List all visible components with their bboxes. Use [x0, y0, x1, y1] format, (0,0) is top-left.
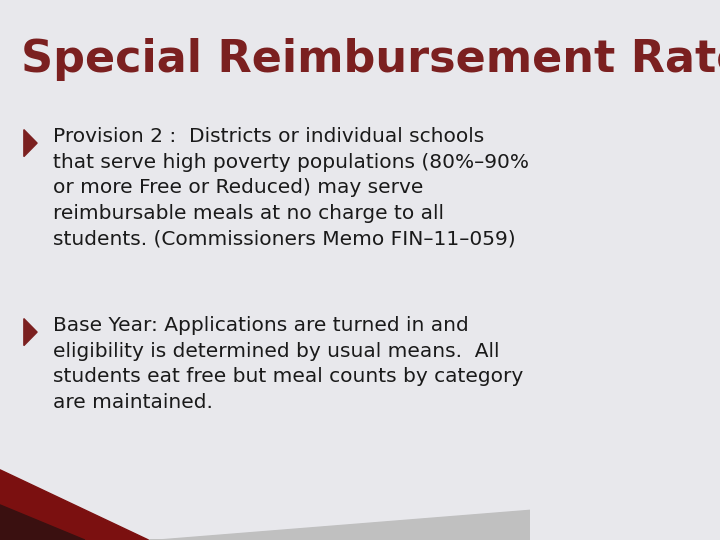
Text: Special Reimbursement Rate: Special Reimbursement Rate	[21, 38, 720, 81]
Polygon shape	[24, 319, 37, 346]
Polygon shape	[0, 505, 85, 540]
Text: Base Year: Applications are turned in and
eligibility is determined by usual mea: Base Year: Applications are turned in an…	[53, 316, 523, 412]
Polygon shape	[0, 470, 148, 540]
Text: Provision 2 :  Districts or individual schools
that serve high poverty populatio: Provision 2 : Districts or individual sc…	[53, 127, 529, 249]
Polygon shape	[24, 130, 37, 157]
Polygon shape	[0, 510, 531, 540]
